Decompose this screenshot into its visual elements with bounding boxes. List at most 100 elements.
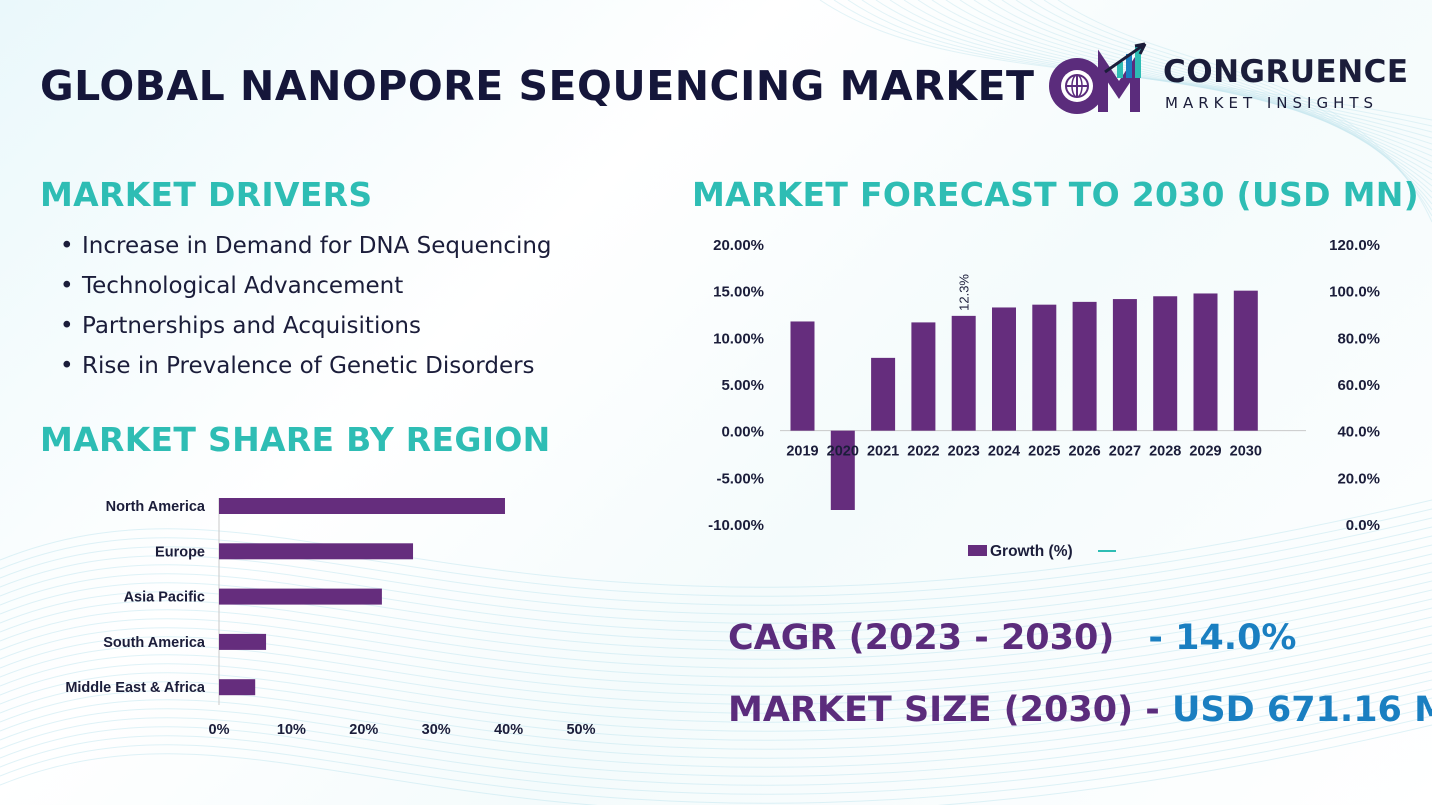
y-tick-label-left: -10.00% bbox=[708, 517, 764, 534]
region-label: Europe bbox=[155, 544, 205, 560]
wave-line bbox=[0, 679, 1432, 768]
region-bar bbox=[219, 633, 267, 650]
region-label: North America bbox=[106, 499, 206, 515]
bullet-icon: • bbox=[60, 313, 74, 339]
growth-bar bbox=[1153, 296, 1178, 431]
cagr-label: CAGR (2023 - 2030) bbox=[728, 618, 1115, 658]
wave-line bbox=[0, 499, 1432, 588]
logo-name: CONGRUENCE bbox=[1163, 54, 1409, 90]
y-tick-label-left: 5.00% bbox=[721, 377, 764, 394]
wave-line bbox=[0, 652, 1432, 741]
region-bar-chart: North America Europe Asia Pacific South Ame… bbox=[65, 498, 596, 738]
region-bar bbox=[219, 588, 382, 605]
driver-item: • Technological Advancement bbox=[60, 270, 552, 310]
wave-line bbox=[0, 526, 1432, 615]
growth-bar bbox=[992, 307, 1016, 431]
wave-line bbox=[1057, 0, 1432, 223]
forecast-bar-chart: 20.00% 15.00% 10.00% 5.00% 0.00% -5.00% -10.00… bbox=[708, 237, 1380, 560]
x-tick-label: 2030 bbox=[1230, 444, 1262, 460]
growth-bar bbox=[1233, 290, 1258, 431]
y-tick-label-right: 80.0% bbox=[1337, 330, 1380, 347]
wave-line bbox=[0, 562, 1432, 651]
growth-bar bbox=[1032, 304, 1057, 431]
growth-bar bbox=[951, 315, 976, 431]
drivers-heading: MARKET DRIVERS bbox=[40, 175, 373, 214]
wave-line bbox=[0, 724, 1432, 805]
brand-logo: CONGRUENCE MARKET INSIGHTS bbox=[1045, 42, 1408, 122]
wave-line bbox=[0, 616, 1432, 705]
market-size-stat: MARKET SIZE (2030) - USD 671.16 MN bbox=[728, 690, 1432, 730]
wave-line bbox=[945, 0, 1432, 175]
wave-line bbox=[0, 553, 1432, 642]
region-label: South America bbox=[103, 635, 206, 651]
x-tick-label: 2020 bbox=[827, 444, 859, 460]
wave-line bbox=[889, 0, 1432, 151]
y-tick-label-left: 15.00% bbox=[713, 284, 764, 301]
wave-line bbox=[0, 571, 1432, 660]
wave-line bbox=[0, 697, 1432, 786]
y-tick-label-left: 0.00% bbox=[721, 424, 764, 441]
x-tick-label: 2028 bbox=[1149, 444, 1181, 460]
x-tick-label: 2027 bbox=[1109, 444, 1141, 460]
legend-label: Growth (%) bbox=[990, 543, 1073, 560]
growth-bar bbox=[1072, 301, 1097, 431]
x-tick-label: 2021 bbox=[867, 444, 899, 460]
growth-bar bbox=[1193, 293, 1218, 431]
bullet-icon: • bbox=[60, 273, 74, 299]
bullet-icon: • bbox=[60, 353, 74, 379]
region-label: Asia Pacific bbox=[124, 590, 205, 606]
market-size-label: MARKET SIZE (2030) - bbox=[728, 690, 1160, 730]
y-tick-label-right: 40.0% bbox=[1337, 424, 1380, 441]
wave-line bbox=[0, 580, 1432, 669]
y-tick-label-left: 10.00% bbox=[713, 330, 764, 347]
x-tick-label: 40% bbox=[494, 722, 523, 738]
wave-line bbox=[0, 598, 1432, 687]
wave-line bbox=[0, 661, 1432, 750]
wave-line bbox=[0, 535, 1432, 624]
wave-line bbox=[0, 589, 1432, 678]
cagr-value: - 14.0% bbox=[1148, 618, 1297, 658]
x-tick-label: 2019 bbox=[786, 444, 818, 460]
y-tick-label-left: 20.00% bbox=[713, 237, 764, 254]
region-bar bbox=[219, 543, 414, 560]
x-tick-label: 0% bbox=[209, 722, 230, 738]
growth-bar bbox=[911, 322, 936, 431]
growth-bar bbox=[830, 430, 855, 510]
driver-item: • Increase in Demand for DNA Sequencing bbox=[60, 230, 552, 270]
page-title: GLOBAL NANOPORE SEQUENCING MARKET bbox=[40, 62, 1035, 110]
y-tick-label-right: 100.0% bbox=[1329, 284, 1380, 301]
wave-line bbox=[1029, 0, 1432, 211]
region-heading: MARKET SHARE BY REGION bbox=[40, 420, 551, 459]
x-tick-label: 2025 bbox=[1028, 444, 1060, 460]
wave-line bbox=[0, 544, 1432, 633]
region-bar bbox=[219, 679, 256, 696]
wave-line bbox=[0, 715, 1432, 804]
y-tick-label-right: 20.0% bbox=[1337, 470, 1380, 487]
forecast-heading: MARKET FORECAST TO 2030 (USD MN) bbox=[692, 175, 1420, 214]
wave-line bbox=[0, 688, 1432, 777]
y-tick-label-right: 120.0% bbox=[1329, 237, 1380, 254]
wave-line bbox=[0, 706, 1432, 795]
x-tick-label: 2023 bbox=[948, 444, 980, 460]
x-tick-label: 2022 bbox=[907, 444, 939, 460]
y-tick-label-right: 60.0% bbox=[1337, 377, 1380, 394]
driver-item: • Rise in Prevalence of Genetic Disorders bbox=[60, 350, 552, 390]
x-tick-label: 2024 bbox=[988, 444, 1020, 460]
x-tick-label: 10% bbox=[277, 722, 306, 738]
wave-line bbox=[0, 634, 1432, 723]
growth-bar bbox=[1112, 299, 1137, 431]
y-tick-label-left: -5.00% bbox=[716, 470, 764, 487]
region-bar bbox=[219, 498, 505, 514]
growth-bar bbox=[790, 321, 815, 431]
x-tick-label: 30% bbox=[422, 722, 451, 738]
wave-line bbox=[1043, 0, 1432, 217]
region-label: Middle East & Africa bbox=[65, 680, 206, 696]
legend-swatch bbox=[968, 545, 987, 556]
data-label: 12.3% bbox=[957, 274, 972, 311]
bullet-icon: • bbox=[60, 233, 74, 259]
drivers-list: • Increase in Demand for DNA Sequencing •… bbox=[60, 230, 552, 390]
wave-line bbox=[0, 517, 1432, 606]
wave-line bbox=[0, 508, 1432, 597]
x-tick-label: 20% bbox=[349, 722, 378, 738]
